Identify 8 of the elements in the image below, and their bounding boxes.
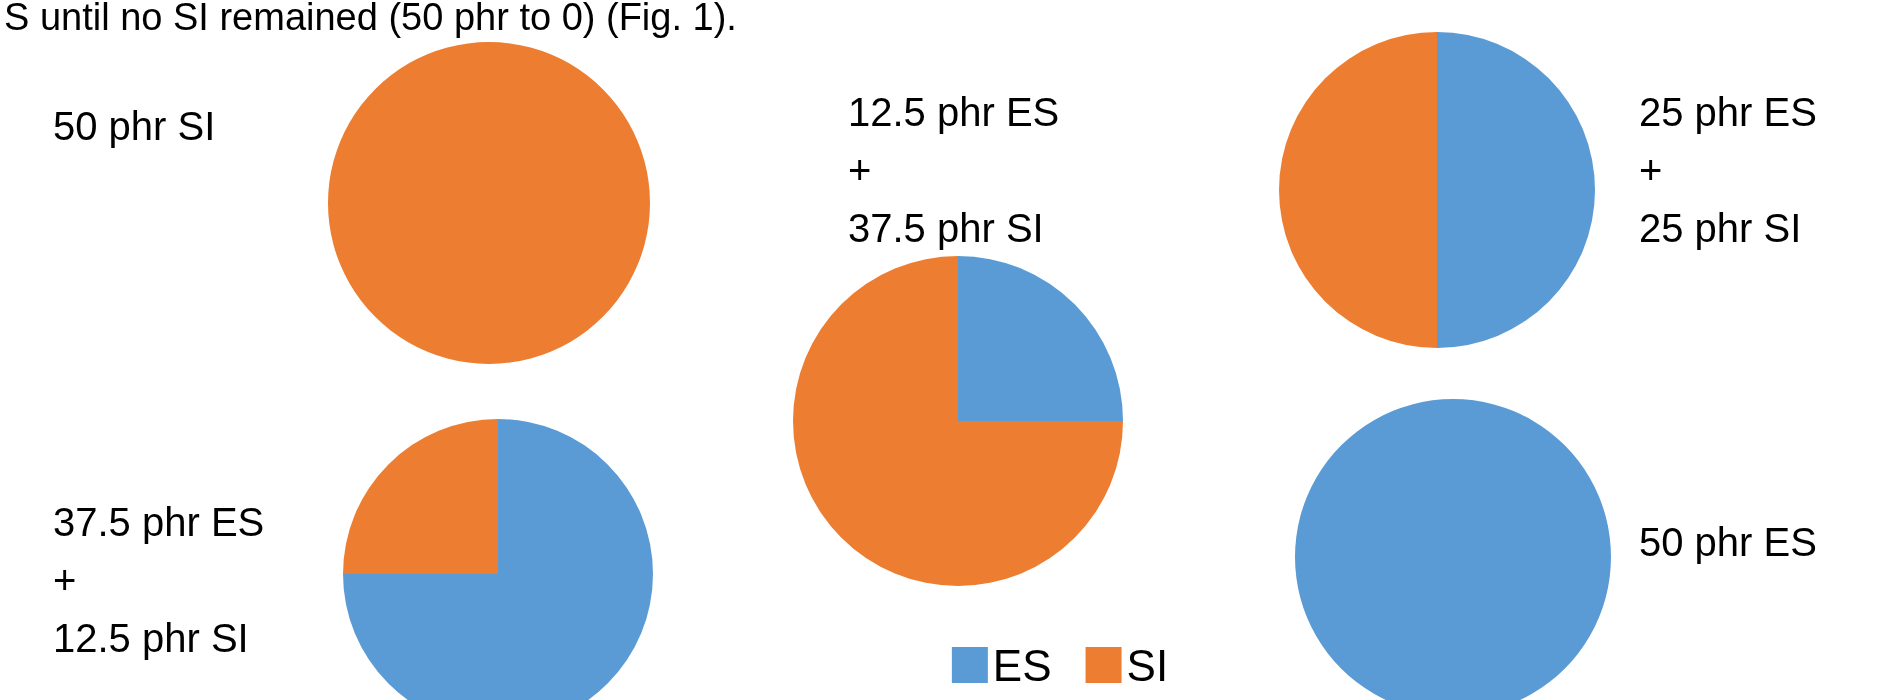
legend-label: ES — [992, 640, 1052, 690]
text: 25 phr ES + 25 phr SI — [1639, 90, 1817, 250]
text: S until no SI remained (50 phr to 0) (Fig. 1). — [4, 0, 737, 39]
text: 37.5 phr ES + 12.5 phr SI — [53, 500, 265, 660]
text: 50 phr ES — [1639, 520, 1817, 564]
chart-title: 12.5 phr ES + 37.5 phr SI — [848, 90, 1060, 250]
legend-label: SI — [1126, 640, 1169, 690]
text: 50 phr SI — [53, 104, 216, 148]
